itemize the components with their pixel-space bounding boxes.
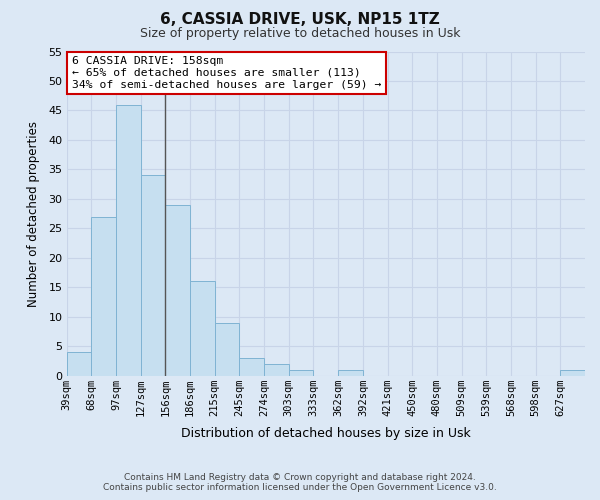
Text: Size of property relative to detached houses in Usk: Size of property relative to detached ho… xyxy=(140,28,460,40)
Bar xyxy=(91,216,116,376)
Bar xyxy=(166,204,190,376)
Text: 6 CASSIA DRIVE: 158sqm
← 65% of detached houses are smaller (113)
34% of semi-de: 6 CASSIA DRIVE: 158sqm ← 65% of detached… xyxy=(72,56,381,90)
Bar xyxy=(289,370,313,376)
Bar xyxy=(140,176,166,376)
Text: 6, CASSIA DRIVE, USK, NP15 1TZ: 6, CASSIA DRIVE, USK, NP15 1TZ xyxy=(160,12,440,28)
Bar xyxy=(215,322,239,376)
X-axis label: Distribution of detached houses by size in Usk: Distribution of detached houses by size … xyxy=(181,427,470,440)
Bar xyxy=(190,282,215,376)
Bar xyxy=(67,352,91,376)
Bar xyxy=(338,370,363,376)
Bar xyxy=(116,104,140,376)
Bar xyxy=(264,364,289,376)
Text: Contains HM Land Registry data © Crown copyright and database right 2024.
Contai: Contains HM Land Registry data © Crown c… xyxy=(103,473,497,492)
Bar xyxy=(560,370,585,376)
Bar xyxy=(239,358,264,376)
Y-axis label: Number of detached properties: Number of detached properties xyxy=(27,120,40,306)
